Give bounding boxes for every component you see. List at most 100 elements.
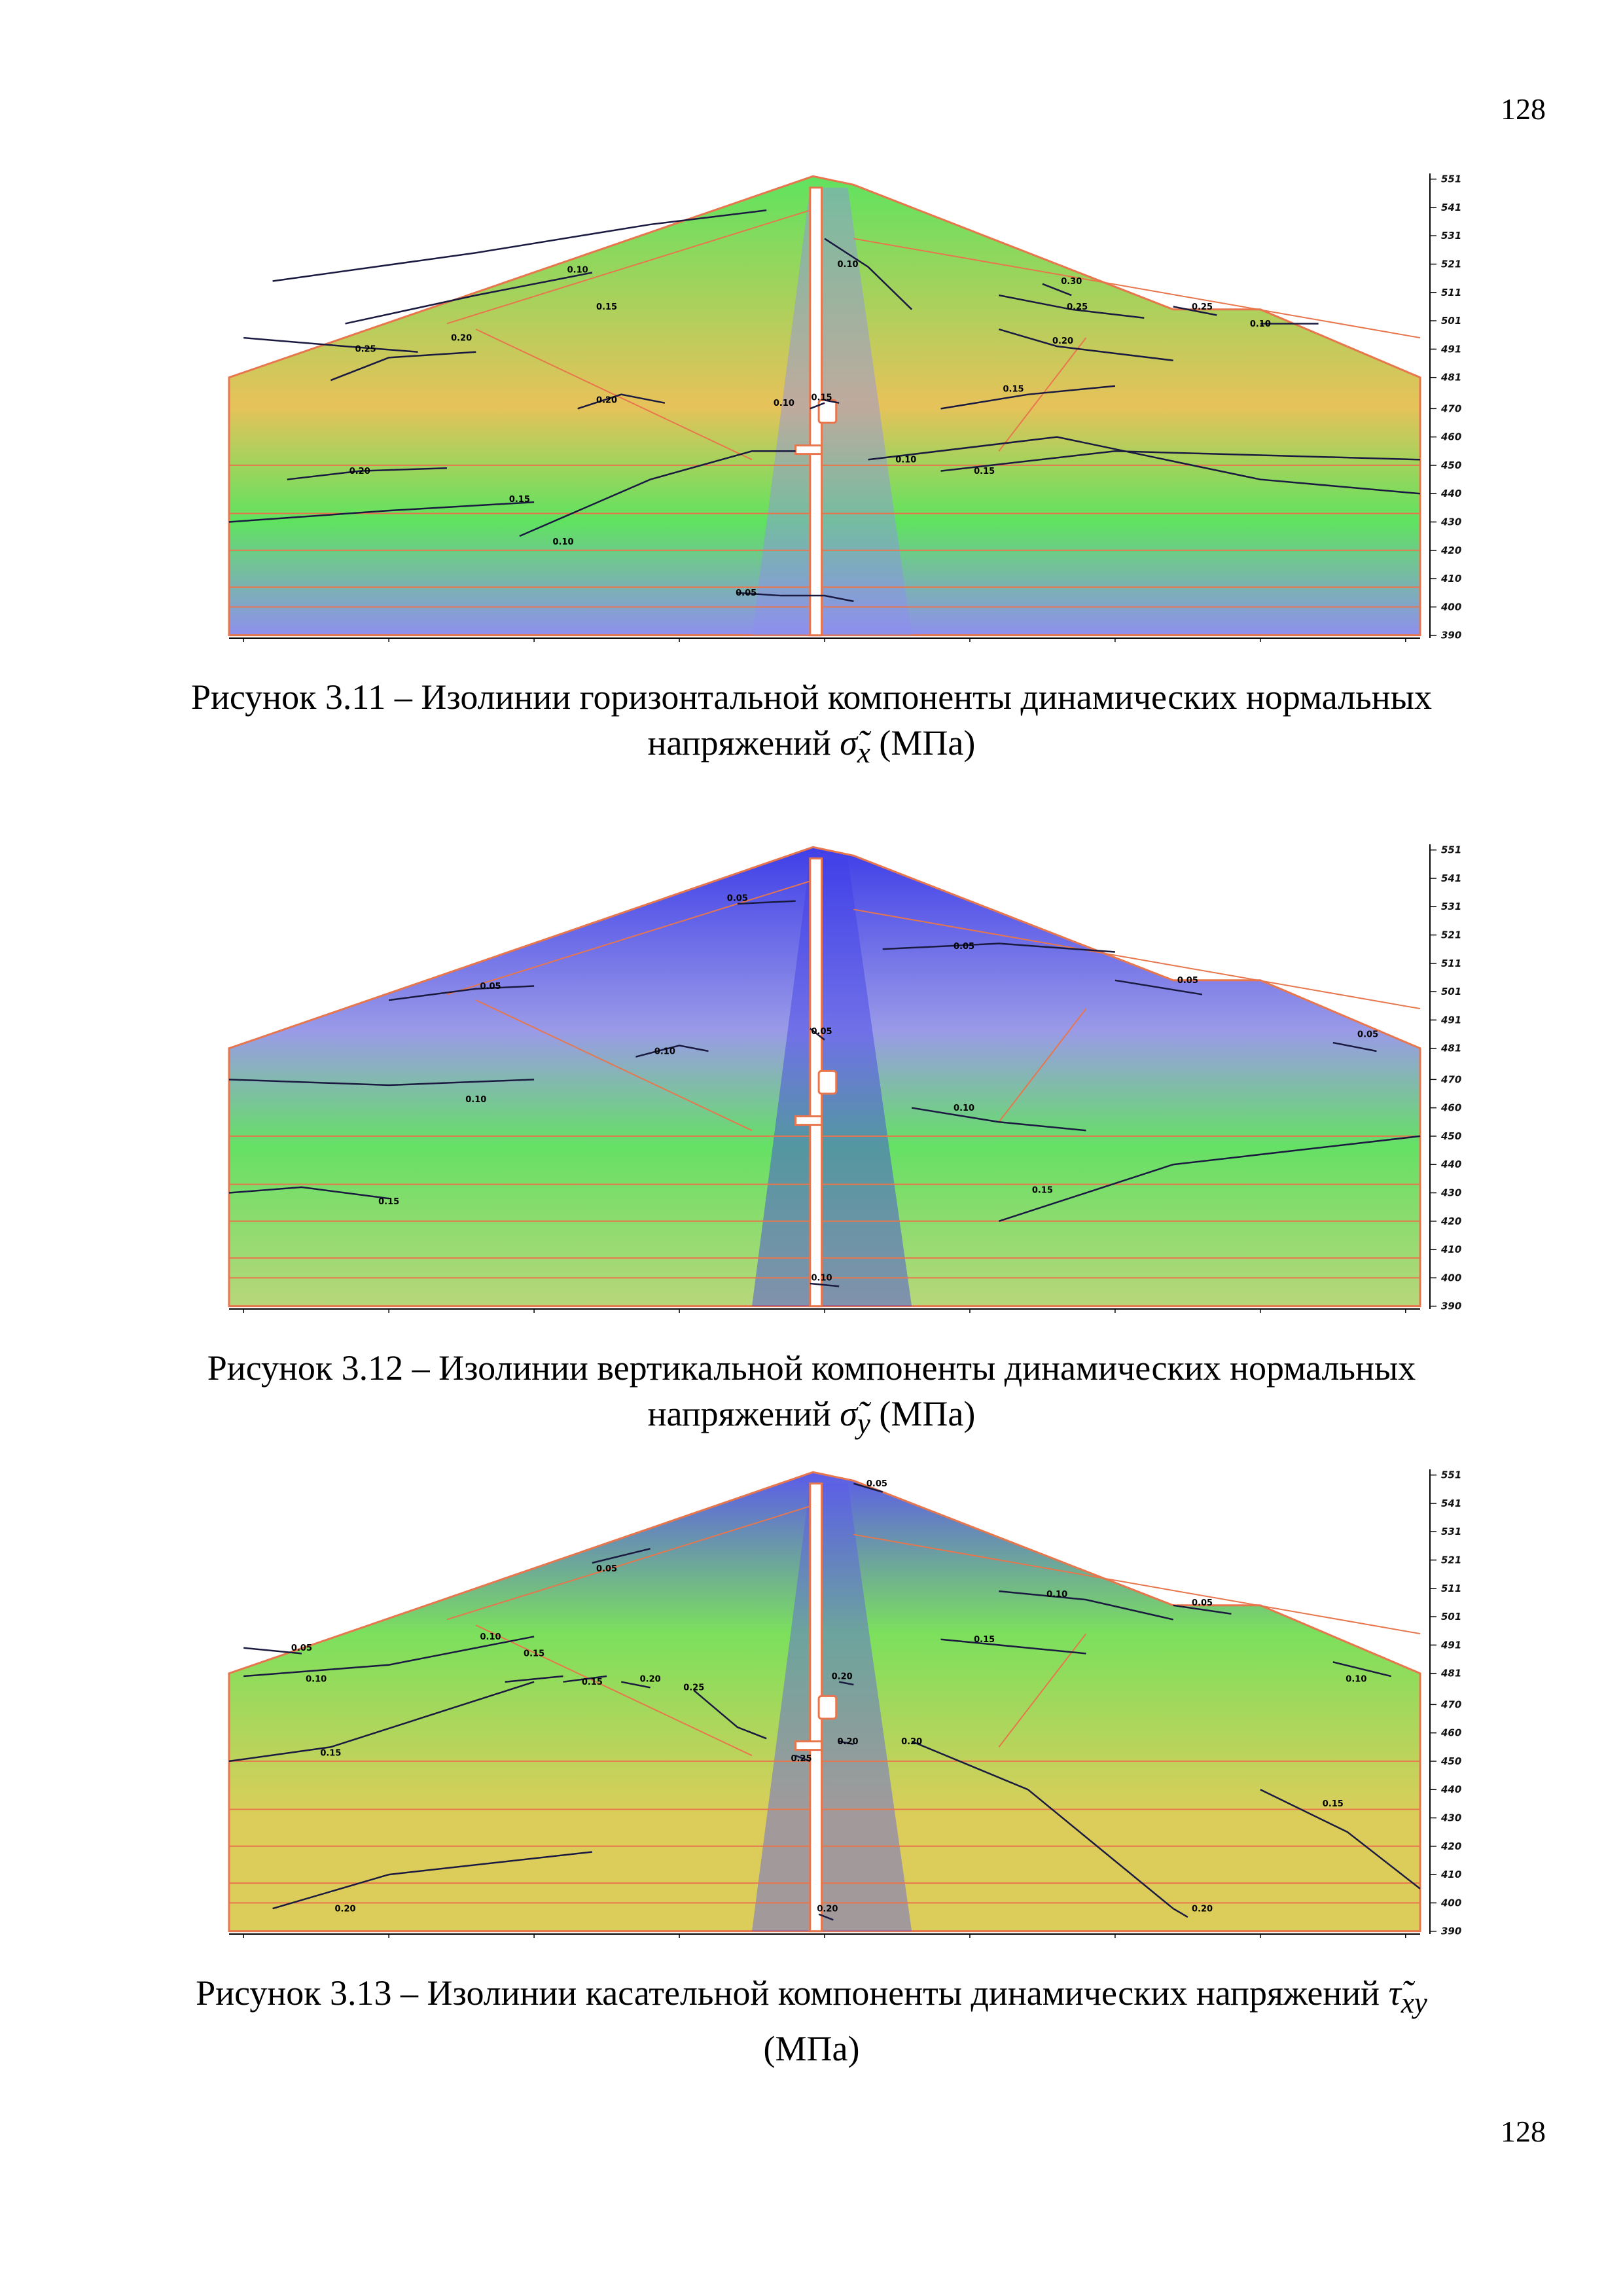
caption-3-12: Рисунок 3.12 – Изолинии вертикальной ком… bbox=[0, 1345, 1623, 1446]
caption-3-13-line1: Рисунок 3.13 – Изолинии касательной комп… bbox=[0, 1970, 1623, 2026]
x-tick-label: 200 bbox=[1395, 1314, 1416, 1316]
isoline-label: 0.15 bbox=[1032, 1186, 1053, 1196]
isoline bbox=[621, 1681, 651, 1689]
x-tick-label: 150 bbox=[1250, 643, 1270, 645]
figure-3-13: 0.05 0.05 0.05 0.05 0.10 0.10 0.10 0.10 0.15 0.15… bbox=[216, 1463, 1492, 1941]
isoline bbox=[868, 436, 1421, 495]
isoline bbox=[243, 1647, 302, 1655]
x-tick-label: 0 bbox=[821, 1314, 828, 1316]
x-tick-label: -200 bbox=[231, 1939, 256, 1941]
isoline-label: 0.15 bbox=[509, 495, 530, 505]
isoline-label: 0.15 bbox=[1323, 1799, 1344, 1809]
isoline bbox=[838, 1681, 854, 1686]
isoline bbox=[519, 450, 796, 537]
isoline-label: 0.05 bbox=[1177, 976, 1198, 986]
isoline-label: 0.05 bbox=[736, 588, 757, 598]
isoline-label: 0.10 bbox=[552, 537, 573, 547]
isoline-label: 0.25 bbox=[791, 1754, 812, 1764]
isoline-label: 0.05 bbox=[1357, 1030, 1378, 1039]
isoline bbox=[563, 1675, 607, 1683]
isoline bbox=[940, 450, 1421, 472]
y-tick-label: 491 bbox=[1440, 1639, 1461, 1651]
isoline-plot-tau-xy: 0.05 0.05 0.05 0.05 0.10 0.10 0.10 0.10 0.15 0.15… bbox=[228, 1469, 1461, 1941]
y-tick-label: 470 bbox=[1440, 403, 1461, 414]
isoline-label: 0.10 bbox=[837, 260, 858, 270]
x-tick-label: -150 bbox=[376, 1939, 401, 1941]
isoline bbox=[810, 1282, 840, 1287]
y-tick-label: 501 bbox=[1441, 1611, 1461, 1623]
isoline-label: 0.10 bbox=[480, 1632, 501, 1642]
page-number-bottom: 128 bbox=[1501, 2115, 1546, 2148]
y-tick-label: 440 bbox=[1440, 1158, 1461, 1170]
y-tick-label: 531 bbox=[1441, 230, 1461, 242]
y-tick-label: 390 bbox=[1441, 1926, 1461, 1937]
y-tick-label: 551 bbox=[1441, 1469, 1461, 1481]
caption-3-11-line2: напряжений σ̃x (МПа) bbox=[0, 720, 1623, 776]
x-tick-label: -100 bbox=[522, 1939, 546, 1941]
y-tick-label: 430 bbox=[1440, 1812, 1461, 1824]
isoline bbox=[940, 1638, 1086, 1655]
x-tick-label: -100 bbox=[522, 1314, 546, 1316]
caption-3-12-line2: напряжений σ̃y (МПа) bbox=[0, 1391, 1623, 1446]
isoline-label: 0.20 bbox=[640, 1675, 661, 1685]
isoline-label: 0.05 bbox=[954, 942, 974, 952]
isoline bbox=[810, 1028, 825, 1041]
isoline bbox=[1173, 1604, 1232, 1615]
y-tick-label: 420 bbox=[1440, 1215, 1461, 1227]
isoline bbox=[272, 209, 767, 282]
caption-3-11-unit: (МПа) bbox=[870, 723, 976, 762]
x-tick-label: 0 bbox=[821, 643, 828, 645]
y-tick-label: 440 bbox=[1440, 1784, 1461, 1795]
isoline-label: 0.20 bbox=[451, 333, 472, 343]
isoline-label: 0.10 bbox=[654, 1047, 675, 1056]
isoline-label: 0.20 bbox=[832, 1672, 853, 1681]
x-tick-label: 200 bbox=[1395, 1939, 1416, 1941]
y-tick-label: 440 bbox=[1440, 488, 1461, 499]
isoline-label: 0.20 bbox=[901, 1737, 922, 1747]
y-tick-label: 541 bbox=[1441, 202, 1461, 213]
isoline-label: 0.20 bbox=[837, 1737, 858, 1747]
x-tick-label: -50 bbox=[670, 1314, 688, 1316]
isoline bbox=[228, 501, 535, 523]
isoline bbox=[228, 1681, 535, 1763]
sigma-symbol: σ̃ bbox=[840, 723, 857, 762]
y-tick-label: 390 bbox=[1441, 630, 1461, 641]
isoline bbox=[940, 385, 1116, 410]
isoline-label: 0.15 bbox=[378, 1197, 399, 1207]
isoline bbox=[838, 1740, 854, 1746]
isoline-label: 0.15 bbox=[524, 1649, 544, 1659]
isoline bbox=[388, 985, 535, 1001]
isoline bbox=[1173, 1907, 1188, 1918]
x-tick-label: -200 bbox=[231, 643, 256, 645]
isoline-label: 0.10 bbox=[306, 1675, 327, 1685]
isoline bbox=[853, 1482, 883, 1493]
x-tick-label: -50 bbox=[670, 643, 688, 645]
y-tick-label: 481 bbox=[1440, 1043, 1461, 1054]
y-tick-label: 400 bbox=[1440, 1897, 1461, 1909]
isoline bbox=[1260, 1789, 1421, 1890]
isoline-label: 0.10 bbox=[567, 266, 588, 276]
y-tick-label: 481 bbox=[1440, 1668, 1461, 1679]
x-tick-label: 100 bbox=[1105, 1314, 1125, 1316]
isoline bbox=[1173, 306, 1217, 316]
y-tick-label: 491 bbox=[1440, 343, 1461, 355]
y-tick-label: 460 bbox=[1440, 431, 1461, 443]
isoline bbox=[824, 238, 913, 310]
isoline bbox=[243, 336, 418, 353]
y-tick-label: 400 bbox=[1440, 1272, 1461, 1283]
y-tick-label: 410 bbox=[1440, 1869, 1461, 1880]
isoline-label: 0.15 bbox=[974, 467, 995, 476]
isoline bbox=[577, 393, 666, 410]
isoline bbox=[999, 1590, 1173, 1621]
zone-boundaries bbox=[446, 1505, 1421, 1757]
isoline bbox=[1332, 1661, 1391, 1677]
isoline-label: 0.15 bbox=[582, 1677, 603, 1687]
caption-3-13-text: Рисунок 3.13 – Изолинии касательной комп… bbox=[196, 1973, 1389, 2013]
isoline bbox=[228, 1186, 389, 1200]
isoline bbox=[818, 1913, 834, 1921]
y-tick-label: 531 bbox=[1441, 1526, 1461, 1537]
sigma-subscript: y bbox=[857, 1407, 870, 1440]
grout-gallery bbox=[794, 1115, 823, 1126]
isoline bbox=[824, 399, 840, 404]
x-tick-label: 0 bbox=[821, 1939, 828, 1941]
